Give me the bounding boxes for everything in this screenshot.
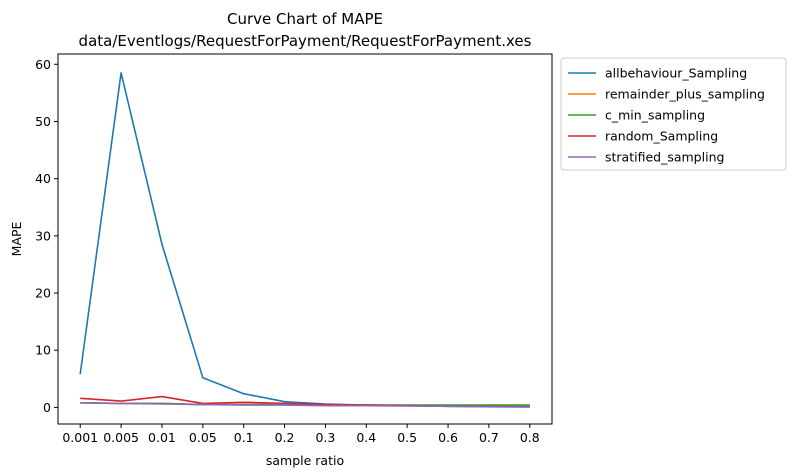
legend-label-c_min_sampling: c_min_sampling: [605, 108, 705, 123]
x-tick-label: 0.001: [62, 430, 98, 445]
chart-title: Curve Chart of MAPE: [227, 10, 383, 28]
x-tick-label: 0.6: [438, 430, 458, 445]
x-tick-label: 0.4: [356, 430, 376, 445]
y-tick-label: 30: [35, 228, 51, 243]
x-tick-label: 0.005: [103, 430, 139, 445]
x-tick-label: 0.7: [479, 430, 499, 445]
y-tick-label: 60: [35, 57, 51, 72]
x-tick-label: 0.5: [397, 430, 417, 445]
y-tick-label: 10: [35, 343, 51, 358]
legend-label-remainder_plus_sampling: remainder_plus_sampling: [605, 87, 765, 102]
x-tick-label: 0.8: [520, 430, 540, 445]
x-axis-label: sample ratio: [266, 453, 344, 468]
x-tick-label: 0.1: [234, 430, 254, 445]
y-axis-label: MAPE: [9, 222, 24, 257]
chart-subtitle: data/Eventlogs/RequestForPayment/Request…: [79, 32, 532, 50]
legend-label-random_Sampling: random_Sampling: [605, 129, 718, 144]
legend-label-stratified_sampling: stratified_sampling: [605, 150, 724, 165]
series-line-stratified_sampling: [80, 402, 530, 408]
legend: allbehaviour_Sampling remainder_plus_samp…: [560, 57, 787, 171]
x-tick-label: 0.2: [275, 430, 295, 445]
x-axis: 0.001 0.005 0.01 0.05 0.1 0.2 0.3 0.4 0.5 0.6 0.7 0…: [62, 424, 540, 445]
y-tick-label: 20: [35, 286, 51, 301]
x-tick-label: 0.3: [315, 430, 335, 445]
y-axis: 0 10 20 30 40 50 60: [35, 57, 58, 415]
x-tick-label: 0.01: [148, 430, 176, 445]
y-tick-label: 50: [35, 114, 51, 129]
y-tick-label: 0: [43, 400, 51, 415]
x-tick-label: 0.05: [189, 430, 217, 445]
y-tick-label: 40: [35, 171, 51, 186]
series-line-allbehaviour_Sampling: [79, 72, 530, 408]
series-layer: [79, 72, 530, 408]
plot-frame: [57, 53, 553, 425]
legend-frame: [560, 57, 787, 171]
legend-label-allbehaviour_Sampling: allbehaviour_Sampling: [605, 66, 747, 81]
